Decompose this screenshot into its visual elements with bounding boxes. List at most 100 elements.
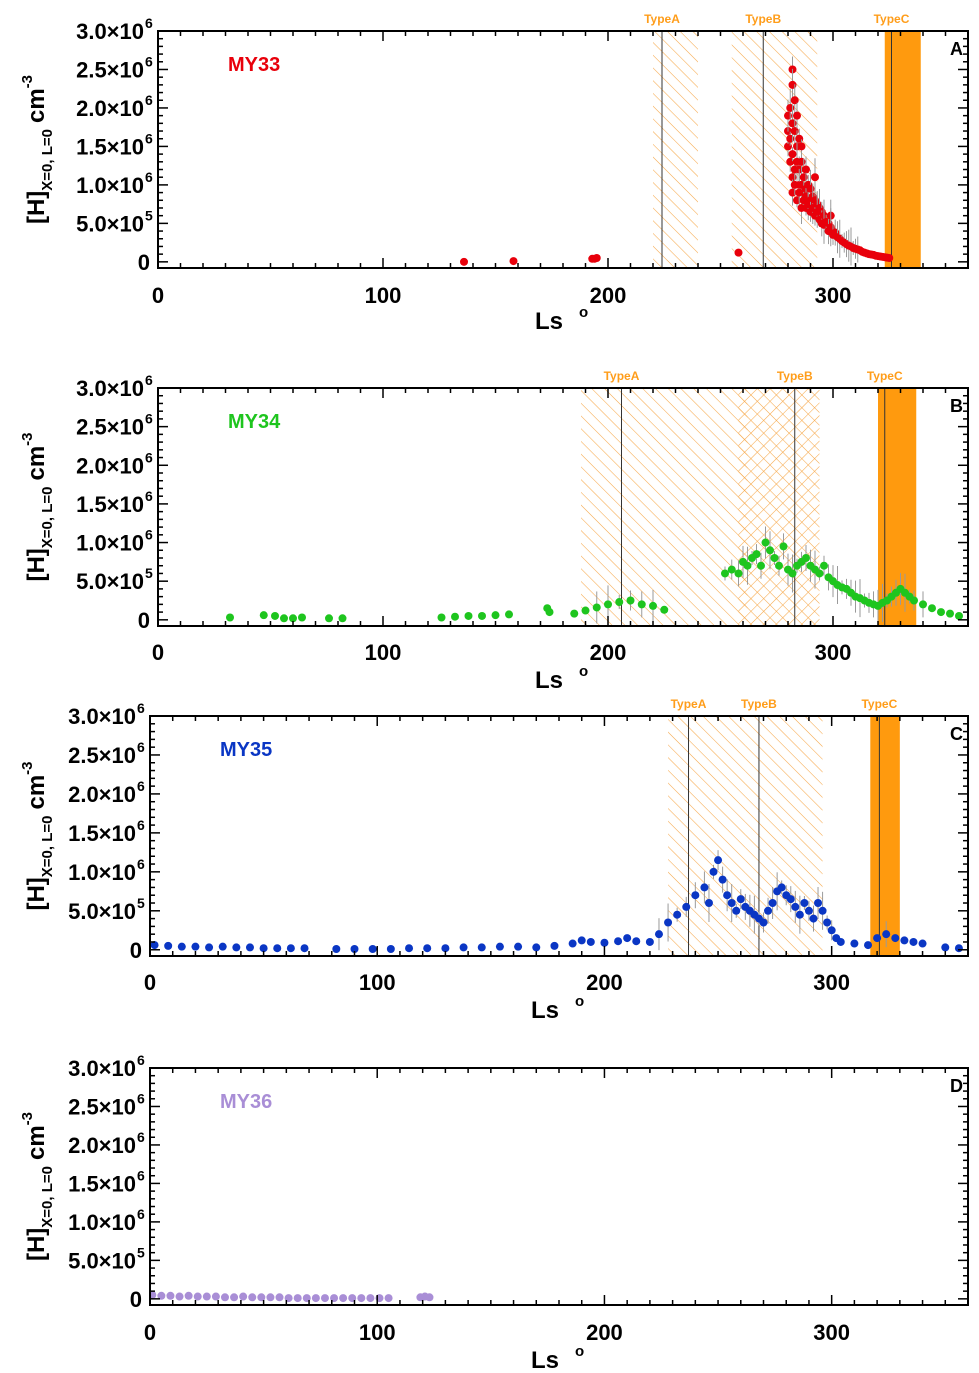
data-point	[248, 1293, 257, 1302]
y-tick-exponent: 6	[137, 700, 145, 716]
y-tick-label: 2.0×10	[76, 453, 144, 478]
y-tick-exponent: 6	[137, 1052, 145, 1068]
data-point	[784, 111, 792, 120]
year-label: MY34	[228, 411, 281, 433]
data-point	[909, 937, 918, 946]
data-point	[477, 943, 486, 952]
panel-letter: B	[950, 396, 963, 416]
data-point	[300, 944, 309, 953]
data-point	[150, 941, 159, 950]
data-point	[205, 943, 214, 952]
series-MY34	[226, 526, 963, 624]
data-point	[157, 1291, 166, 1300]
y-tick-label: 0	[138, 250, 150, 275]
data-point	[788, 150, 797, 159]
data-point	[191, 942, 200, 951]
dust-label-TypeA: TypeA	[604, 369, 640, 383]
data-point	[946, 609, 954, 618]
y-tick-label: 1.0×10	[76, 531, 144, 556]
y-tick-exponent: 6	[137, 1129, 145, 1145]
data-point	[788, 119, 797, 128]
y-tick-exponent: 6	[137, 856, 145, 872]
data-point	[790, 127, 799, 136]
x-tick-label: 0	[152, 640, 164, 665]
data-point	[604, 600, 612, 609]
dust-label-TypeC: TypeC	[861, 697, 897, 711]
data-point	[193, 1292, 202, 1301]
data-point	[937, 608, 945, 617]
x-tick-label: 300	[815, 640, 852, 665]
data-point	[259, 611, 268, 620]
data-point	[357, 1294, 366, 1303]
data-point	[806, 184, 815, 193]
data-point	[211, 1292, 220, 1301]
y-tick-label: 1.5×10	[68, 821, 136, 846]
x-tick-label: 200	[586, 1320, 623, 1345]
data-point	[441, 944, 450, 953]
data-point	[793, 111, 801, 120]
x-tick-label: 100	[365, 283, 402, 308]
data-point	[338, 614, 347, 623]
data-point	[795, 134, 804, 143]
data-point	[266, 1293, 275, 1302]
year-label: MY35	[220, 739, 272, 761]
x-axis-title: Ls	[535, 667, 563, 694]
data-point	[673, 910, 682, 919]
x-tick-label: 0	[144, 1320, 156, 1345]
plot-frame	[149, 715, 969, 957]
data-point	[882, 930, 891, 939]
dust-band-cross-TypeB	[738, 388, 820, 626]
data-point	[311, 1294, 320, 1303]
data-point	[626, 596, 635, 605]
dust-band-TypeA	[668, 716, 746, 956]
data-point	[919, 600, 927, 609]
data-point	[700, 883, 709, 892]
x-tick-label: 100	[359, 1320, 396, 1345]
data-point	[577, 936, 586, 945]
dust-label-TypeB: TypeB	[741, 697, 777, 711]
y-tick-label: 1.0×10	[68, 1210, 136, 1235]
data-point	[570, 609, 579, 618]
data-point	[786, 134, 795, 143]
data-point	[568, 939, 577, 948]
data-point	[736, 895, 745, 904]
data-point	[788, 80, 797, 89]
data-point	[795, 910, 804, 919]
data-point	[727, 565, 736, 574]
series-MY35	[150, 850, 963, 953]
data-point	[815, 569, 824, 578]
y-tick-exponent: 6	[137, 1090, 145, 1106]
data-point	[645, 937, 654, 946]
data-point	[271, 611, 279, 620]
y-tick-label: 5.0×10	[68, 899, 136, 924]
data-point	[368, 944, 377, 953]
data-point	[451, 612, 459, 621]
y-tick-label: 2.5×10	[76, 57, 144, 82]
y-tick-exponent: 6	[145, 527, 153, 543]
data-point	[814, 899, 823, 908]
data-point	[459, 943, 468, 952]
data-point	[732, 906, 741, 915]
data-point	[797, 142, 806, 151]
data-point	[654, 930, 663, 939]
y-axis-title: [H]X=0, L=0cm-3	[19, 432, 56, 581]
data-point	[850, 939, 859, 948]
data-point	[775, 561, 783, 570]
data-point	[273, 944, 282, 953]
y-tick-exponent: 5	[137, 895, 145, 911]
x-axis-title: Ls	[531, 997, 559, 1024]
x-tick-label: 200	[586, 970, 623, 995]
data-point	[257, 1293, 266, 1302]
data-point	[226, 613, 234, 622]
data-point	[280, 614, 288, 623]
data-point	[766, 546, 774, 555]
data-point	[460, 257, 468, 266]
data-point	[864, 941, 873, 950]
y-tick-label: 2.0×10	[68, 1133, 136, 1158]
series-MY36	[150, 1290, 434, 1303]
data-point	[491, 611, 500, 620]
y-tick-exponent: 6	[137, 1167, 145, 1183]
data-point	[786, 895, 795, 904]
dust-label-TypeB: TypeB	[745, 12, 781, 26]
